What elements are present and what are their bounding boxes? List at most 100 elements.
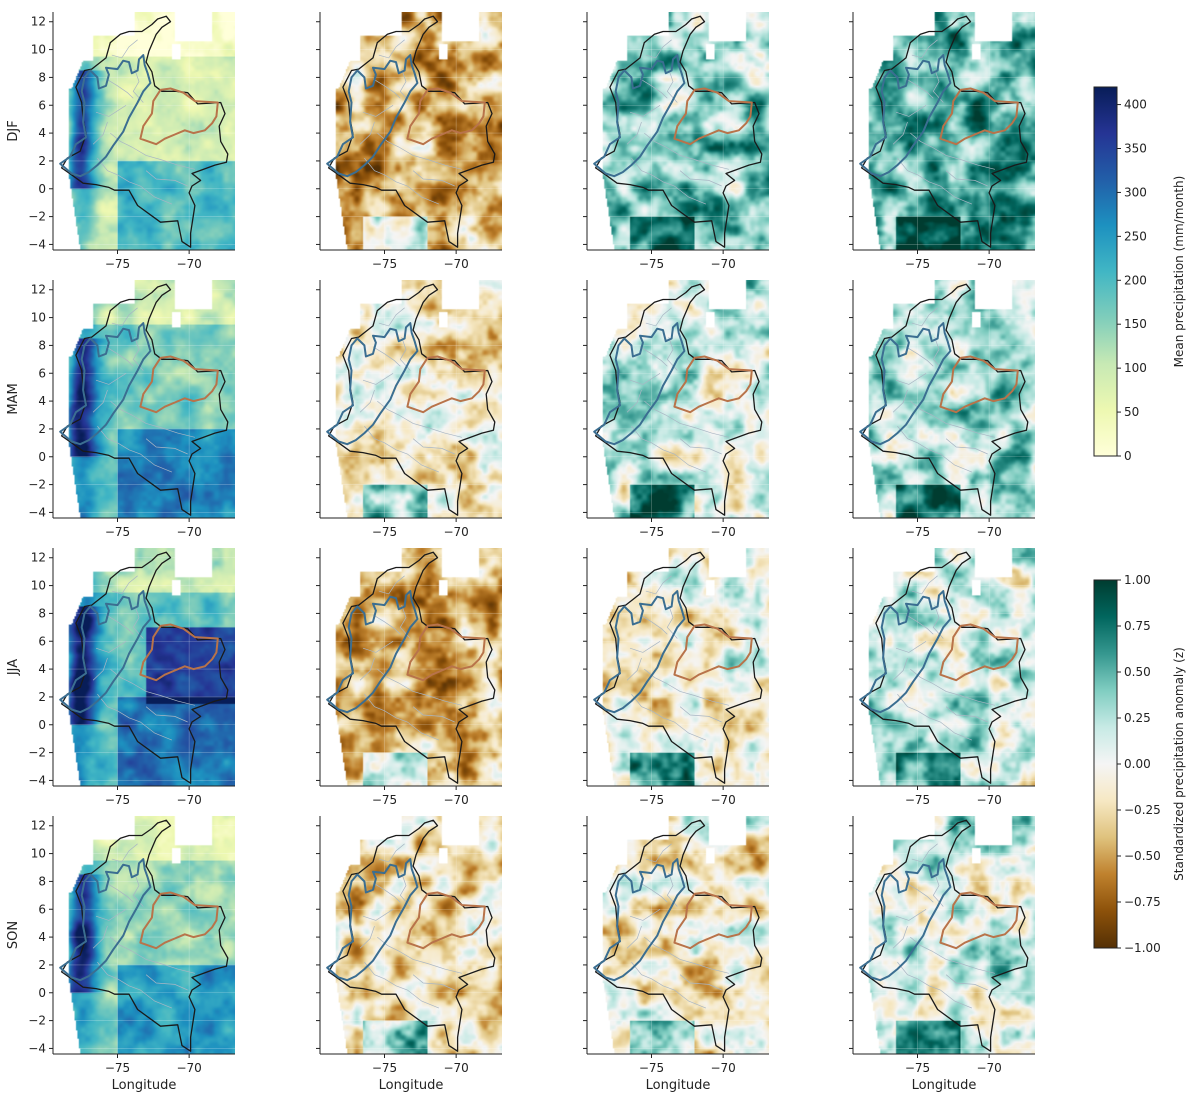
y-tick-label: 10 (31, 43, 46, 57)
precip-field (853, 816, 1035, 1054)
department-border (364, 961, 440, 1009)
x-tick-label: −75 (372, 257, 397, 271)
country-border (860, 283, 1029, 516)
x-tick-label: −75 (105, 525, 130, 539)
department-border (932, 68, 944, 103)
department-border (359, 925, 375, 949)
row-label-mam: MAM (6, 383, 21, 414)
precip-field (587, 12, 769, 250)
department-border (364, 693, 440, 741)
country-border (327, 551, 496, 784)
department-border (145, 706, 188, 723)
department-border (95, 641, 127, 653)
orinoquia-region-border (406, 891, 486, 950)
department-border (377, 132, 462, 170)
department-border (897, 157, 973, 205)
colorbar-scale (1093, 86, 1118, 457)
map-panel-mam-col2: −75 −70 (316, 280, 502, 539)
department-border (145, 974, 188, 991)
x-tick-label: −75 (905, 525, 930, 539)
department-border (132, 872, 144, 907)
y-tick-label: 6 (38, 366, 46, 380)
map-panel-djf-col4: −75 −70 (849, 12, 1035, 271)
colorbar-scale (1093, 579, 1118, 949)
y-tick-label: 12 (31, 283, 46, 297)
department-border (399, 336, 411, 371)
x-tick-label: −70 (443, 793, 468, 807)
colorbar-label: Standardized precipitation anomaly (z) (1172, 647, 1186, 881)
y-tick-label: −2 (28, 210, 46, 224)
y-tick-label: −4 (28, 237, 46, 251)
precip-field (587, 548, 769, 786)
department-border (92, 389, 108, 413)
y-tick-label: 6 (38, 902, 46, 916)
y-tick-label: −2 (28, 1014, 46, 1028)
y-tick-label: 8 (38, 70, 46, 84)
department-border (645, 307, 672, 327)
department-border (92, 925, 108, 949)
department-border (97, 693, 173, 741)
department-border (372, 346, 401, 367)
y-tick-label: 8 (38, 338, 46, 352)
y-tick-label: 0 (38, 718, 46, 732)
andean-region-border (593, 858, 686, 982)
department-border (629, 641, 661, 653)
department-border (626, 121, 642, 145)
x-tick-label: −75 (105, 257, 130, 271)
map-panel-son-col2: −75 −70 (316, 816, 502, 1075)
department-border (895, 641, 927, 653)
colorbar-tick-label: 0.50 (1124, 665, 1151, 679)
department-border (892, 657, 908, 681)
department-border (377, 936, 462, 974)
colorbar-label: Mean precipitation (mm/month) (1172, 176, 1186, 368)
colorbar-tick-label: 1.00 (1124, 573, 1151, 587)
x-tick-label: −70 (710, 257, 735, 271)
department-border (895, 373, 927, 385)
x-tick-label: −75 (105, 1061, 130, 1075)
department-border (945, 974, 988, 991)
department-border (897, 693, 973, 741)
orinoquia-region-border (939, 87, 1019, 146)
department-border (412, 974, 455, 991)
department-border (666, 336, 678, 371)
x-tick-label: −75 (639, 793, 664, 807)
country-border (594, 283, 763, 516)
department-border (111, 843, 138, 863)
department-border (378, 307, 405, 327)
country-border (860, 15, 1029, 248)
department-border (932, 336, 944, 371)
andean-region-border (859, 590, 952, 714)
department-border (626, 389, 642, 413)
department-border (95, 105, 127, 117)
department-border (377, 668, 462, 706)
department-border (629, 105, 661, 117)
precip-field (320, 816, 502, 1054)
department-border (110, 936, 195, 974)
colorbar-tick-label: −0.75 (1124, 895, 1161, 909)
department-border (111, 307, 138, 327)
department-border (932, 604, 944, 639)
x-tick-label: −70 (976, 793, 1001, 807)
orinoquia-region-border (406, 87, 486, 146)
map-panel-mam-col1: 12 10 8 6 4 2 0 −2 −4 −75 −70 (28, 280, 235, 539)
map-panel-djf-col1: 12 10 8 6 4 2 0 −2 −4 −75 −70 (28, 12, 235, 271)
y-tick-label: 12 (31, 819, 46, 833)
andean-region-border (326, 858, 419, 982)
row-label-jja: JJA (6, 659, 21, 676)
precip-field (320, 12, 502, 250)
department-border (132, 604, 144, 639)
x-tick-label: −70 (710, 1061, 735, 1075)
colorbar-tick-label: −1.00 (1124, 941, 1161, 955)
department-border (895, 105, 927, 117)
department-border (364, 425, 440, 473)
orinoquia-region-border (673, 87, 753, 146)
orinoquia-region-border (673, 355, 753, 414)
department-border (905, 882, 934, 903)
colorbar-tick-label: 100 (1124, 361, 1147, 375)
country-border (60, 551, 229, 784)
x-tick-label: −70 (443, 1061, 468, 1075)
x-tick-label: −75 (105, 793, 130, 807)
department-border (362, 641, 394, 653)
x-tick-label: −75 (372, 525, 397, 539)
y-tick-label: 0 (38, 182, 46, 196)
